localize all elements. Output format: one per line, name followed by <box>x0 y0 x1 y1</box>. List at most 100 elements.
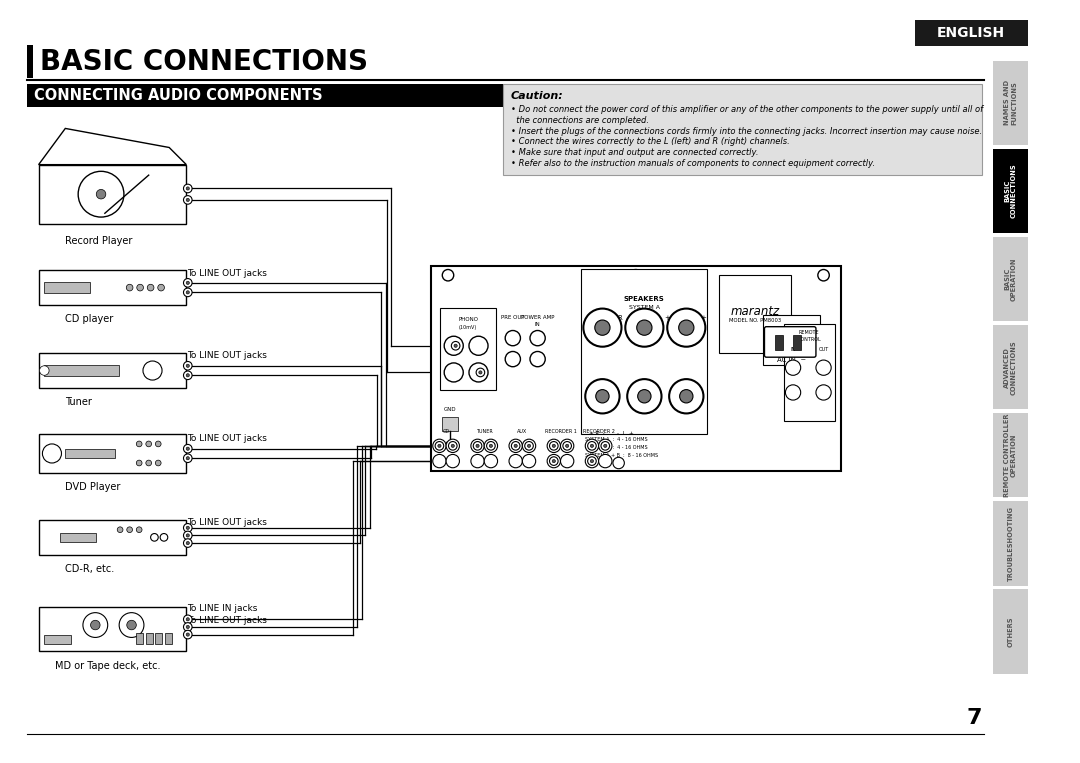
Circle shape <box>679 390 693 403</box>
Text: R: R <box>617 315 622 321</box>
Circle shape <box>126 285 133 291</box>
Text: • Connect the wires correctly to the L (left) and R (right) channels.: • Connect the wires correctly to the L (… <box>511 137 789 146</box>
Text: BASIC CONNECTIONS: BASIC CONNECTIONS <box>40 48 368 76</box>
Bar <box>39 520 187 555</box>
Circle shape <box>186 447 189 450</box>
Text: SYSTEM A  :  4 - 16 OHMS: SYSTEM A : 4 - 16 OHMS <box>585 437 648 443</box>
Text: To LINE IN jacks: To LINE IN jacks <box>187 604 257 613</box>
Circle shape <box>444 363 463 382</box>
Circle shape <box>184 630 192 639</box>
Bar <box>994 589 1027 674</box>
Text: RECORDER 1: RECORDER 1 <box>544 430 577 434</box>
Text: RECORDER 2: RECORDER 2 <box>583 430 615 434</box>
Circle shape <box>186 626 189 629</box>
Circle shape <box>186 633 189 636</box>
Circle shape <box>484 455 498 468</box>
Text: • Refer also to the instruction manuals of components to connect equipment corre: • Refer also to the instruction manuals … <box>511 159 875 169</box>
Bar <box>775 335 783 349</box>
Circle shape <box>186 198 189 201</box>
Circle shape <box>566 444 569 447</box>
Circle shape <box>527 444 530 447</box>
Circle shape <box>471 455 484 468</box>
Text: AC IN  ~: AC IN ~ <box>777 357 806 363</box>
Text: REMOTE CONTROLLER
OPERATION: REMOTE CONTROLLER OPERATION <box>1004 414 1017 497</box>
Text: L: L <box>686 315 690 321</box>
Circle shape <box>83 613 108 637</box>
Text: +: + <box>594 315 599 321</box>
Circle shape <box>126 620 136 629</box>
Circle shape <box>585 379 620 414</box>
Circle shape <box>437 444 441 447</box>
Circle shape <box>435 442 444 450</box>
Bar <box>39 434 187 472</box>
Circle shape <box>550 442 558 450</box>
Text: SYSTEM A + B  :  8 - 16 OHMS: SYSTEM A + B : 8 - 16 OHMS <box>585 452 659 458</box>
Circle shape <box>184 615 192 623</box>
Bar <box>156 633 162 644</box>
Circle shape <box>505 352 521 367</box>
Circle shape <box>548 455 561 468</box>
Circle shape <box>637 390 651 403</box>
Circle shape <box>451 342 460 350</box>
Text: IN: IN <box>535 322 540 327</box>
Circle shape <box>136 441 143 447</box>
Circle shape <box>147 285 154 291</box>
Text: ADVANCED
CONNECTIONS: ADVANCED CONNECTIONS <box>1004 340 1017 394</box>
Bar <box>994 325 1027 409</box>
Circle shape <box>184 278 192 287</box>
Circle shape <box>523 439 536 452</box>
Bar <box>994 149 1027 233</box>
Bar <box>44 635 71 644</box>
Text: SPEAKERS: SPEAKERS <box>624 296 664 302</box>
Circle shape <box>476 444 480 447</box>
Text: BASIC
CONNECTIONS: BASIC CONNECTIONS <box>1004 164 1017 218</box>
Circle shape <box>596 390 609 403</box>
Bar <box>39 607 187 651</box>
Bar <box>39 270 187 304</box>
Text: REMOTE: REMOTE <box>799 330 820 334</box>
Text: • Do not connect the power cord of this amplifier or any of the other components: • Do not connect the power cord of this … <box>511 105 983 114</box>
Circle shape <box>598 439 612 452</box>
Bar <box>431 266 840 471</box>
Circle shape <box>40 365 49 375</box>
Circle shape <box>186 291 189 294</box>
Text: Caution:: Caution: <box>511 92 564 101</box>
Circle shape <box>595 320 610 335</box>
Text: IN: IN <box>791 346 796 352</box>
Bar <box>994 501 1027 585</box>
Circle shape <box>118 527 123 533</box>
Text: Record Player: Record Player <box>65 236 132 246</box>
FancyBboxPatch shape <box>765 327 815 357</box>
Circle shape <box>530 330 545 346</box>
Circle shape <box>184 454 192 462</box>
Bar <box>39 165 187 224</box>
Circle shape <box>91 620 100 629</box>
Circle shape <box>137 285 144 291</box>
Bar <box>27 46 33 78</box>
Text: +: + <box>664 315 671 321</box>
Circle shape <box>785 360 800 375</box>
Circle shape <box>548 439 561 452</box>
Bar <box>165 633 172 644</box>
Text: SYSTEM A: SYSTEM A <box>629 304 660 310</box>
Circle shape <box>523 455 536 468</box>
Text: Tuner: Tuner <box>65 398 92 407</box>
Bar <box>44 282 90 293</box>
Circle shape <box>598 455 612 468</box>
Bar <box>783 324 835 421</box>
Circle shape <box>561 439 573 452</box>
Text: PRE OUT: PRE OUT <box>501 315 525 320</box>
Text: BASIC
OPERATION: BASIC OPERATION <box>1004 257 1017 301</box>
Circle shape <box>184 523 192 532</box>
Circle shape <box>514 444 517 447</box>
Text: To LINE OUT jacks: To LINE OUT jacks <box>187 269 267 278</box>
Circle shape <box>588 442 596 450</box>
Circle shape <box>476 369 485 377</box>
Bar <box>443 417 458 430</box>
Text: (10mV): (10mV) <box>459 325 477 330</box>
Text: TUNER: TUNER <box>476 430 492 434</box>
Text: CD player: CD player <box>65 314 113 324</box>
Text: AUX: AUX <box>517 430 527 434</box>
Circle shape <box>525 442 534 450</box>
Circle shape <box>583 308 621 346</box>
